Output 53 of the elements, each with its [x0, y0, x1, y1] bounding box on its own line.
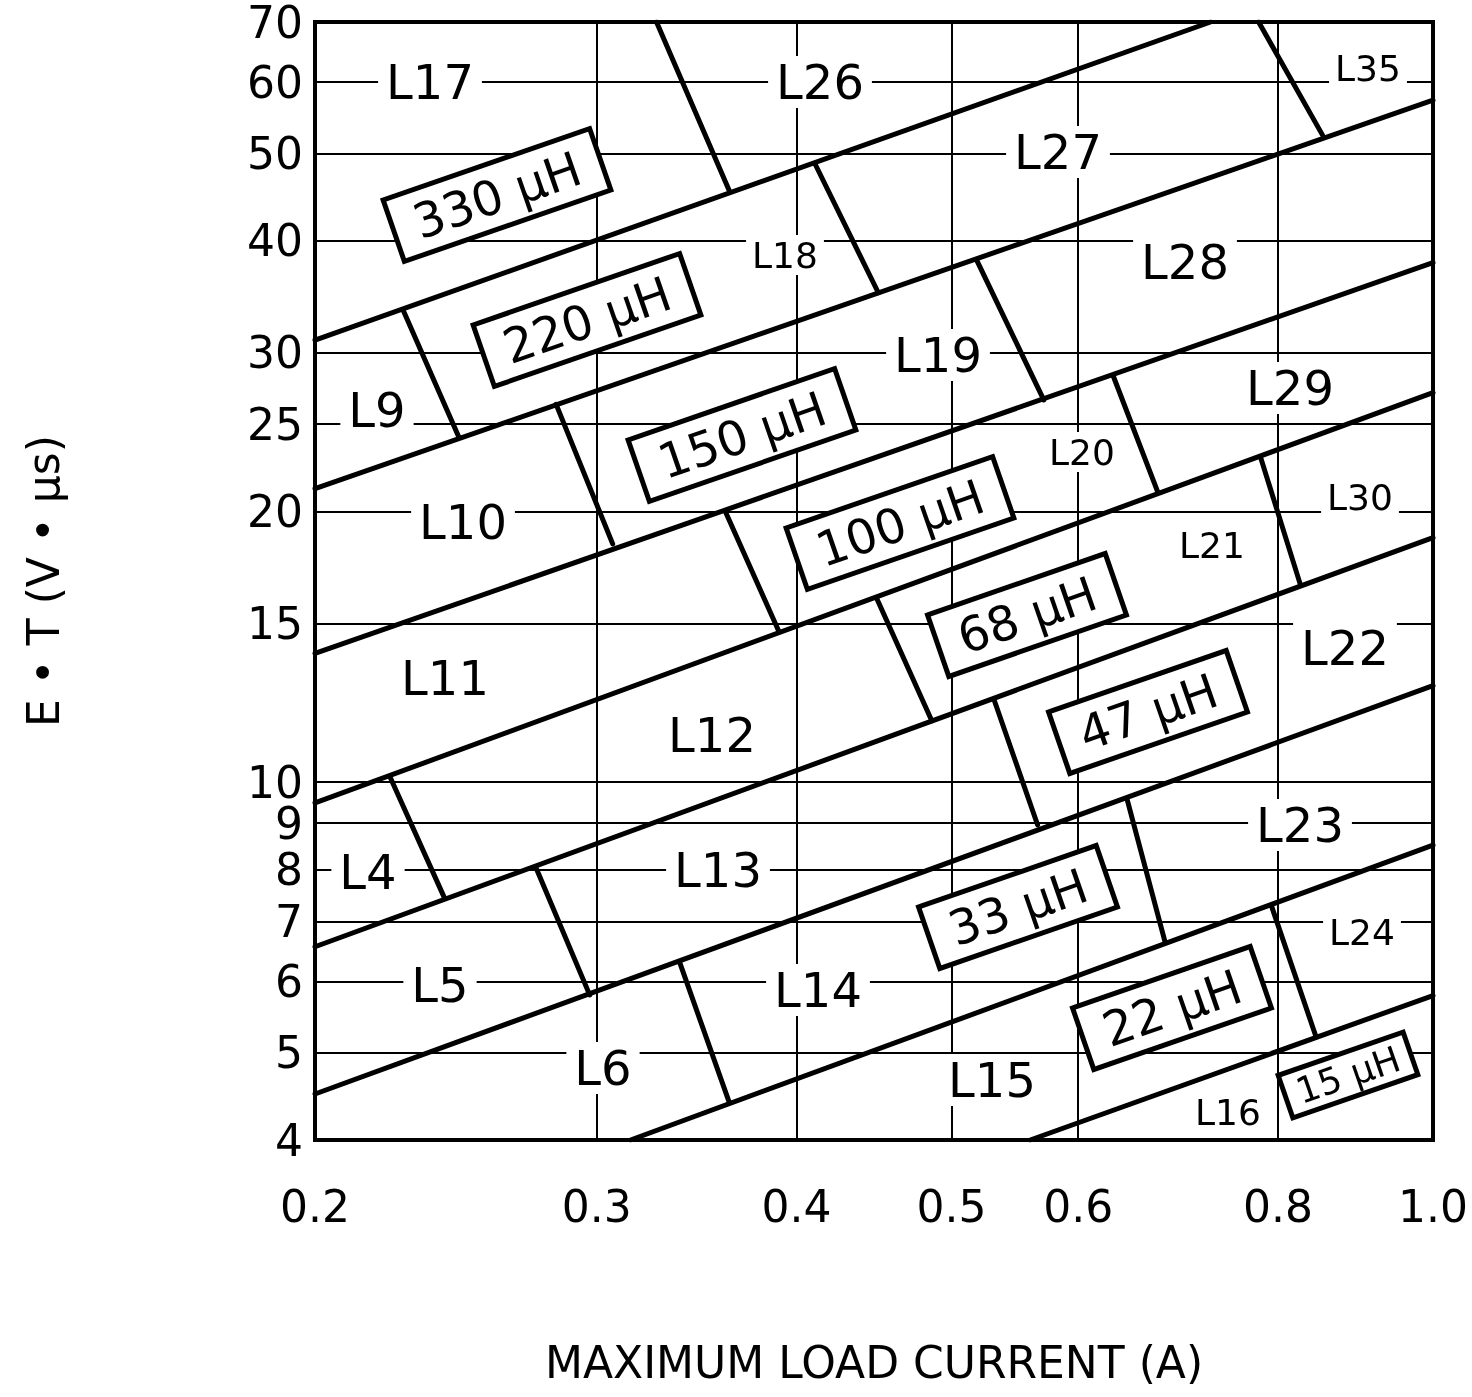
y-tick-label: 30: [247, 327, 303, 379]
annotation: L23: [1256, 797, 1344, 853]
annotation: L29: [1246, 360, 1334, 416]
annotation: 220 μH: [495, 265, 679, 375]
x-tick-label: 0.6: [1043, 1180, 1114, 1232]
x-tick-label: 0.3: [561, 1180, 632, 1232]
annotation: L26: [776, 54, 864, 110]
y-tick-label: 20: [247, 485, 303, 537]
annotation: L18: [752, 234, 818, 276]
y-tick-label: 25: [247, 398, 303, 450]
annotation: L5: [411, 957, 469, 1013]
annotation: L19: [894, 327, 982, 383]
x-tick-label: 1.0: [1398, 1180, 1468, 1232]
annotation: L27: [1014, 124, 1102, 180]
x-tick-label: 0.5: [916, 1180, 987, 1232]
annotation: L11: [401, 650, 489, 706]
annotation: L12: [668, 707, 756, 763]
annotation: L16: [1195, 1091, 1261, 1133]
annotation: 22 μH: [1095, 958, 1249, 1058]
annotation: L10: [419, 494, 507, 550]
annotation: L28: [1141, 234, 1229, 290]
y-tick-label: 5: [275, 1027, 303, 1079]
y-tick-label: 50: [247, 127, 303, 179]
annotation: L24: [1329, 911, 1395, 953]
y-tick-label: 70: [247, 0, 303, 48]
y-tick-label: 4: [275, 1114, 303, 1166]
annotation: L22: [1301, 620, 1389, 676]
annotation: L20: [1049, 431, 1115, 473]
annotation: L35: [1335, 47, 1401, 89]
x-tick-label: 0.4: [761, 1180, 832, 1232]
x-tick-label: 0.2: [280, 1180, 350, 1232]
x-axis-title: MAXIMUM LOAD CURRENT (A): [544, 1336, 1204, 1388]
annotation: L17: [386, 54, 474, 110]
annotation: L13: [674, 842, 762, 898]
y-tick-label: 7: [275, 895, 303, 947]
annotation: L4: [339, 844, 397, 900]
annotation: 47 μH: [1071, 662, 1225, 762]
annotation: L9: [348, 382, 406, 438]
y-tick-label: 40: [247, 215, 303, 267]
annotation: L6: [574, 1040, 632, 1096]
annotation: L21: [1179, 524, 1245, 566]
annotation: 33 μH: [941, 857, 1095, 957]
annotation: 15 μH: [1290, 1038, 1406, 1112]
annotation: L14: [774, 962, 862, 1018]
y-axis-title: E • T (V • μs): [17, 435, 69, 727]
y-tick-label: 8: [275, 843, 303, 895]
y-tick-label: 6: [275, 956, 303, 1008]
y-tick-label: 15: [247, 598, 303, 650]
annotation: L15: [948, 1052, 1036, 1108]
y-tick-label: 60: [247, 56, 303, 108]
annotation: L30: [1327, 476, 1393, 518]
annotation: 330 μH: [405, 140, 589, 250]
x-tick-label: 0.8: [1243, 1180, 1313, 1232]
